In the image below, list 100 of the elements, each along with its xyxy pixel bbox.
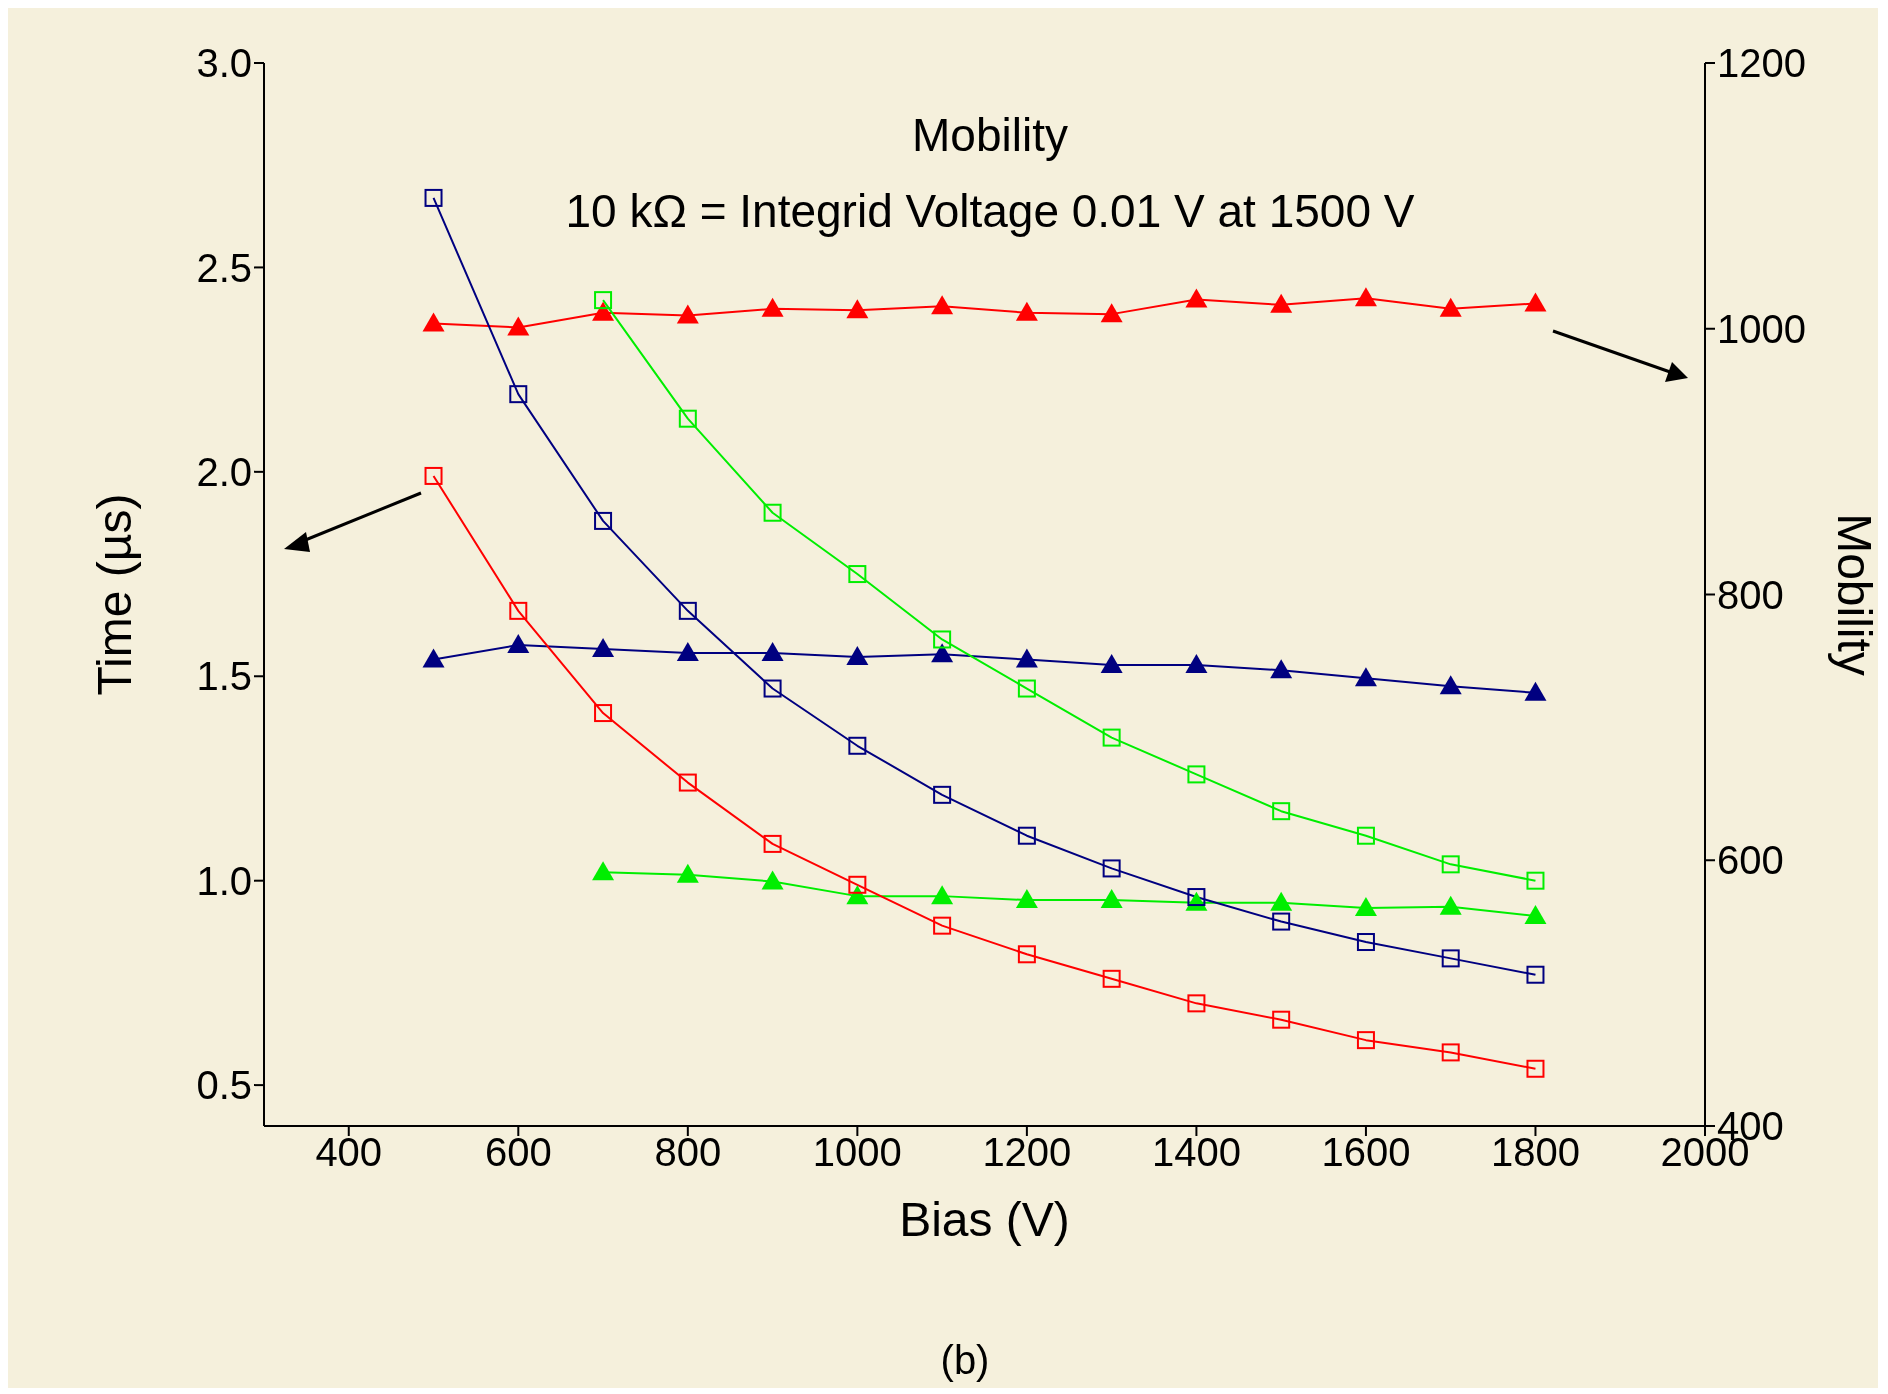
point (1187, 994, 1206, 1013)
point (1102, 859, 1121, 878)
point (1185, 653, 1208, 673)
x-tick-label: 1600 (1321, 1130, 1411, 1175)
point (1015, 889, 1038, 909)
point (1441, 855, 1460, 874)
x-axis-title: Bias (V) (899, 1193, 1070, 1246)
point (1100, 889, 1123, 909)
point (1526, 965, 1545, 984)
point (846, 299, 869, 319)
point (1524, 905, 1547, 925)
point (1272, 1010, 1291, 1029)
point (1272, 802, 1291, 821)
annotation: 10 kΩ = Integrid Voltage 0.01 V at 1500 V (565, 184, 1415, 238)
point (1439, 895, 1462, 915)
point (1524, 292, 1547, 312)
x-tick-label: 1200 (982, 1130, 1072, 1175)
point (1100, 303, 1123, 323)
x-tick-label: 1000 (812, 1130, 902, 1175)
point (1272, 912, 1291, 931)
point (507, 633, 530, 653)
y2-tick-label: 1200 (1717, 41, 1806, 86)
point (509, 601, 528, 620)
y-tick-label: 0.5 (196, 1063, 252, 1108)
point (1270, 293, 1293, 313)
point (1526, 1059, 1545, 1078)
point (763, 679, 782, 698)
point (507, 316, 530, 336)
point (848, 875, 867, 894)
point (676, 863, 699, 883)
point (1439, 675, 1462, 695)
point (848, 565, 867, 584)
point (592, 301, 615, 321)
point (931, 885, 954, 905)
point (1524, 681, 1547, 701)
point (1354, 287, 1377, 307)
text: (b) (940, 1338, 990, 1383)
y-tick-label: 3.0 (196, 41, 252, 86)
point (761, 641, 784, 661)
point (1185, 288, 1208, 308)
point (1100, 653, 1123, 673)
point (1526, 871, 1545, 890)
x-tick-label: 1400 (1151, 1130, 1241, 1175)
point (931, 295, 954, 315)
y2-axis-title: Mobility (1827, 513, 1881, 676)
point (1015, 301, 1038, 321)
y-tick-label: 1.0 (196, 858, 252, 903)
point (1270, 891, 1293, 911)
point (1356, 826, 1375, 845)
point (1017, 945, 1036, 964)
point (933, 630, 952, 649)
point (594, 704, 613, 723)
point (763, 503, 782, 522)
point (594, 291, 613, 310)
point (1187, 765, 1206, 784)
point (1439, 297, 1462, 317)
point (676, 641, 699, 661)
point (763, 834, 782, 853)
point (1354, 897, 1377, 917)
point (424, 466, 443, 485)
annotation: Mobility (912, 108, 1068, 162)
point (846, 645, 869, 665)
x-tick-label: 800 (654, 1130, 722, 1175)
point (422, 648, 445, 668)
point (1356, 933, 1375, 952)
point (1015, 648, 1038, 668)
point (761, 297, 784, 317)
y2-tick-label: 1000 (1717, 306, 1806, 351)
point (592, 637, 615, 657)
point (848, 736, 867, 755)
point (678, 601, 697, 620)
y-tick-label: 1.5 (196, 654, 252, 699)
x-tick-label: 600 (484, 1130, 552, 1175)
x-tick-label: 1800 (1490, 1130, 1580, 1175)
point (933, 916, 952, 935)
point (1017, 826, 1036, 845)
point (1270, 659, 1293, 679)
point (1102, 969, 1121, 988)
point (509, 385, 528, 404)
point (424, 188, 443, 207)
y2-tick-label: 800 (1717, 572, 1784, 617)
point (933, 785, 952, 804)
point (1441, 1043, 1460, 1062)
y-axis-title: Time (µs) (88, 493, 142, 696)
point (678, 773, 697, 792)
point (678, 409, 697, 428)
point (594, 511, 613, 530)
x-tick-label: 400 (315, 1130, 383, 1175)
point (676, 304, 699, 324)
point (1017, 679, 1036, 698)
point (1354, 667, 1377, 687)
point (1102, 728, 1121, 747)
y2-tick-label: 600 (1717, 838, 1784, 883)
point (1356, 1031, 1375, 1050)
point (931, 643, 954, 663)
y-tick-label: 2.0 (196, 450, 252, 495)
point (422, 312, 445, 332)
y-tick-label: 2.5 (196, 245, 252, 290)
point (761, 870, 784, 890)
point (1441, 949, 1460, 968)
